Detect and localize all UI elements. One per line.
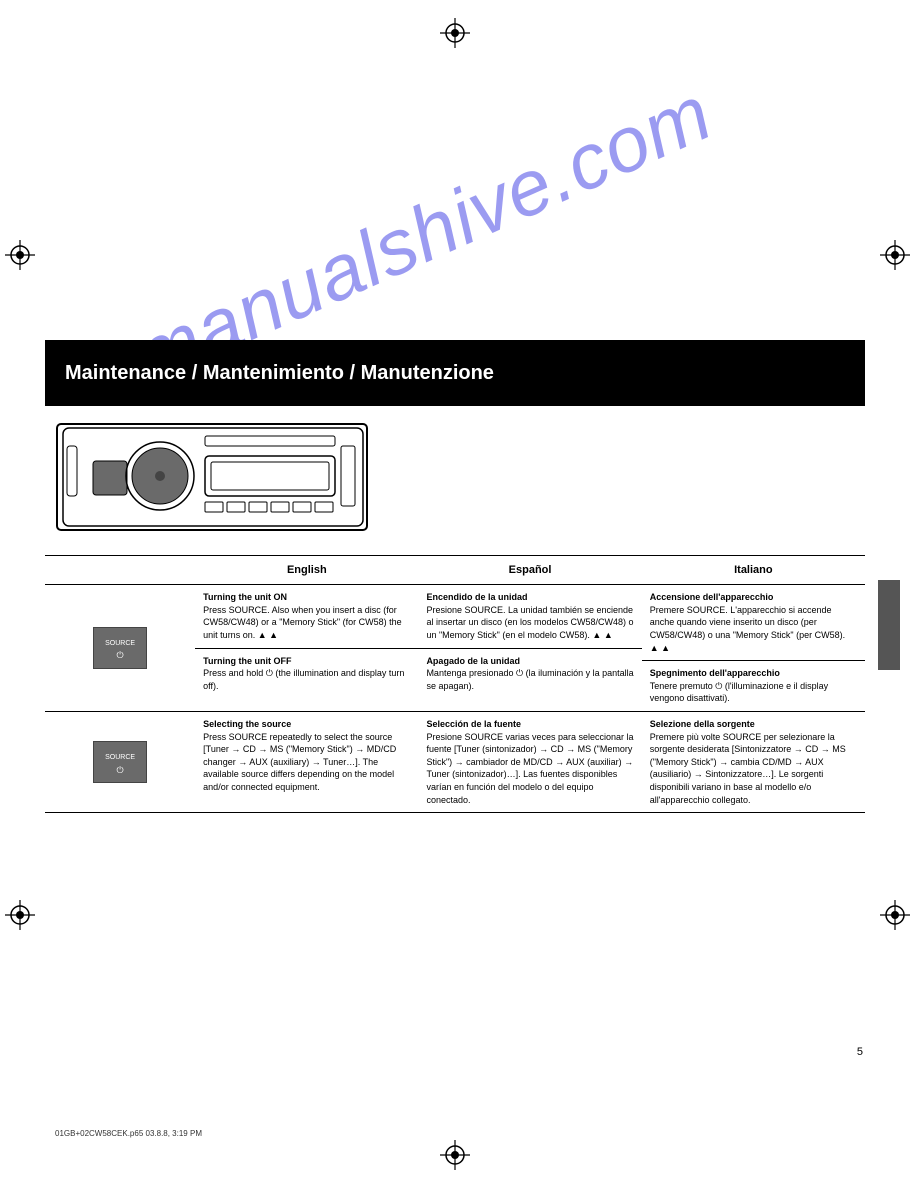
source-button-label: SOURCE xyxy=(105,640,135,647)
crop-mark-icon xyxy=(440,18,470,48)
source-cell-es: Selección de la fuentePresione SOURCE va… xyxy=(418,712,641,813)
section-title-bar: Maintenance / Mantenimiento / Manutenzio… xyxy=(45,340,865,406)
power-off-it: Spegnimento dell'apparecchioTenere premu… xyxy=(642,661,865,711)
eject-icon: ▲ ▲ xyxy=(258,629,278,642)
source-button-cell: SOURCE ⏻ xyxy=(45,712,195,813)
table: English Español Italiano SOURCE ⏻ Turnin… xyxy=(45,555,865,813)
power-off-es: Apagado de la unidadMantenga presionado … xyxy=(418,649,641,699)
power-cell-es: Encendido de la unidadPresione SOURCE. L… xyxy=(418,585,641,712)
power-off-en: Turning the unit OFFPress and hold ⏻ (th… xyxy=(195,649,418,699)
crop-mark-icon xyxy=(5,900,35,930)
source-cell-it: Selezione della sorgentePremere più volt… xyxy=(642,712,865,813)
source-cell-en: Selecting the sourcePress SOURCE repeate… xyxy=(195,712,418,813)
power-cell-en: Turning the unit ONPress SOURCE. Also wh… xyxy=(195,585,418,712)
eject-icon: ▲ ▲ xyxy=(592,629,612,642)
power-cell-it: Accensione dell'apparecchioPremere SOURC… xyxy=(642,585,865,712)
header-spanish: Español xyxy=(418,556,641,585)
footer-text: 01GB+02CW58CEK.p65 03.8.8, 3:19 PM xyxy=(55,1129,202,1138)
header-row: English Español Italiano xyxy=(45,556,865,585)
power-button-cell: SOURCE ⏻ xyxy=(45,585,195,712)
header-button-col xyxy=(45,556,195,585)
section-title: Maintenance / Mantenimiento / Manutenzio… xyxy=(65,362,494,385)
power-icon: ⏻ xyxy=(94,650,146,661)
crop-mark-icon xyxy=(880,240,910,270)
header-italian: Italiano xyxy=(642,556,865,585)
power-on-it: Accensione dell'apparecchioPremere SOURC… xyxy=(642,585,865,661)
power-on-en: Turning the unit ONPress SOURCE. Also wh… xyxy=(195,585,418,649)
source-button-label-2: SOURCE xyxy=(105,754,135,761)
source-row: SOURCE ⏻ Selecting the sourcePress SOURC… xyxy=(45,712,865,813)
stereo-svg xyxy=(55,416,370,534)
stereo-diagram xyxy=(55,416,370,539)
header-english: English xyxy=(195,556,418,585)
manual-page: manualshive.com Maintenance / Mantenimie… xyxy=(0,0,918,1188)
operations-table: English Español Italiano SOURCE ⏻ Turnin… xyxy=(45,555,865,813)
crop-mark-icon xyxy=(440,1140,470,1170)
crop-mark-icon xyxy=(880,900,910,930)
page-number: 5 xyxy=(857,1046,863,1058)
crop-mark-icon xyxy=(5,240,35,270)
source-button-graphic-2: SOURCE ⏻ xyxy=(93,741,147,783)
eject-icon: ▲ ▲ xyxy=(650,642,670,655)
source-button-graphic: SOURCE ⏻ xyxy=(93,627,147,669)
side-tab xyxy=(878,580,900,670)
power-row: SOURCE ⏻ Turning the unit ONPress SOURCE… xyxy=(45,585,865,712)
power-icon-2: ⏻ xyxy=(94,765,146,776)
power-on-es: Encendido de la unidadPresione SOURCE. L… xyxy=(418,585,641,649)
